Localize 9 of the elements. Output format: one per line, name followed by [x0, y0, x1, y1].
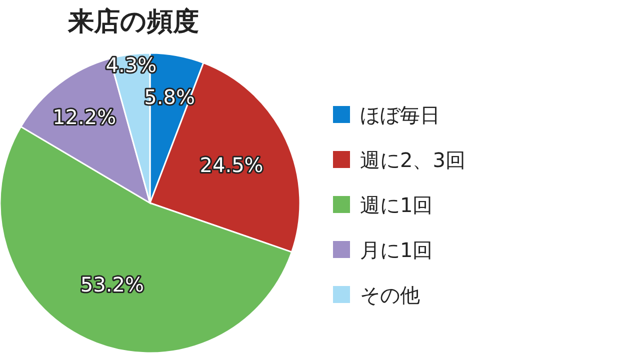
legend-label: その他: [360, 283, 420, 307]
chart-title: 来店の頻度: [67, 7, 199, 37]
legend-label: 週に1回: [360, 193, 433, 217]
legend-label: 月に1回: [360, 238, 433, 262]
data-label: 24.5%: [200, 152, 264, 177]
legend-label: 週に2、3回: [360, 148, 466, 172]
legend-label: ほぼ毎日: [360, 103, 440, 127]
data-label: 12.2%: [52, 105, 116, 130]
data-label: 53.2%: [80, 272, 144, 297]
